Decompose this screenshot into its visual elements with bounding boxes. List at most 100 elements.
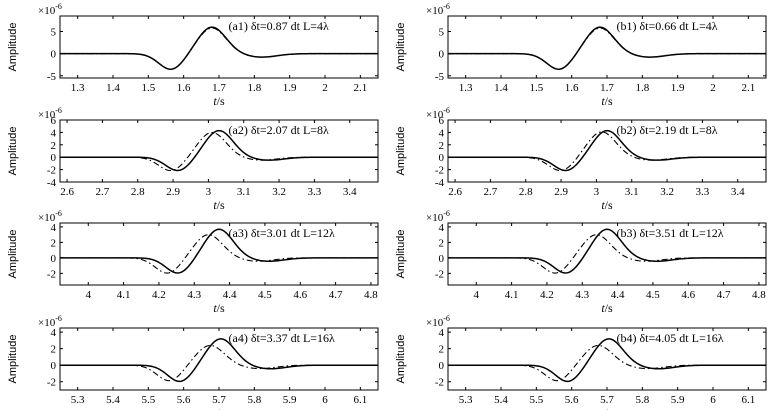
y-tick-label: 2 bbox=[51, 344, 57, 356]
series-solid-line bbox=[448, 129, 766, 172]
x-tick-label: 5.9 bbox=[283, 394, 297, 406]
series-solid-line bbox=[60, 338, 378, 383]
x-tick-label: 1.6 bbox=[177, 82, 191, 94]
y-axis-label: Amplitude bbox=[7, 23, 19, 72]
x-tick-label: 1.4 bbox=[494, 82, 508, 94]
y-axis-label: Amplitude bbox=[395, 127, 407, 176]
series-solid-line bbox=[60, 129, 378, 172]
x-tick-label: 5.3 bbox=[71, 394, 85, 406]
x-tick-label: 2.8 bbox=[519, 186, 533, 198]
y-tick-label: 5 bbox=[439, 27, 445, 39]
y-axis-label: Amplitude bbox=[395, 23, 407, 72]
x-tick-label: 3 bbox=[206, 186, 212, 198]
y-tick-label: -2 bbox=[435, 165, 444, 177]
x-tick-label: 4.4 bbox=[223, 289, 237, 301]
series-solid-line bbox=[60, 26, 378, 70]
x-tick-label: 6 bbox=[322, 394, 328, 406]
x-tick-label: 1.9 bbox=[671, 82, 685, 94]
y-tick-label: 6 bbox=[51, 115, 57, 127]
series-dash-dot-line bbox=[448, 131, 766, 172]
panel-annotation: (b4) δt=4.05 dt L=16λ bbox=[617, 331, 724, 345]
x-tick-label: 4.1 bbox=[117, 289, 131, 301]
x-tick-label: 2.9 bbox=[166, 186, 180, 198]
x-axis-label-unit: /s bbox=[605, 406, 613, 410]
y-tick-label: 4 bbox=[51, 127, 57, 139]
y-tick-label: -2 bbox=[435, 377, 444, 389]
x-tick-label: 2.1 bbox=[741, 82, 755, 94]
y-tick-label: 4 bbox=[439, 222, 445, 234]
y-tick-label: 4 bbox=[51, 222, 57, 234]
x-tick-label: 2.7 bbox=[484, 186, 498, 198]
y-tick-label: -5 bbox=[47, 71, 57, 83]
x-tick-label: 4.6 bbox=[293, 289, 307, 301]
x-tick-label: 1.9 bbox=[283, 82, 297, 94]
exponent-power: -6 bbox=[55, 314, 62, 323]
x-axis-label-unit: /s bbox=[605, 198, 613, 212]
x-tick-label: 3 bbox=[594, 186, 600, 198]
x-tick-label: 4.5 bbox=[258, 289, 272, 301]
x-tick-label: 1.5 bbox=[529, 82, 543, 94]
y-tick-label: -5 bbox=[435, 71, 445, 83]
x-axis-label: t/s bbox=[601, 406, 613, 410]
y-axis-label: Amplitude bbox=[395, 335, 407, 384]
y-tick-label: 5 bbox=[51, 27, 57, 39]
panel-annotation: (a1) δt=0.87 dt L=4λ bbox=[229, 19, 330, 33]
x-tick-label: 2.1 bbox=[353, 82, 367, 94]
x-axis-label-unit: /s bbox=[217, 198, 225, 212]
x-axis-label-var: t bbox=[601, 406, 605, 410]
y-tick-label: -2 bbox=[435, 268, 444, 280]
exponent-power: -6 bbox=[55, 209, 62, 218]
y-tick-label: -2 bbox=[47, 377, 56, 389]
y-tick-label: 0 bbox=[51, 253, 57, 265]
y-tick-label: 0 bbox=[51, 49, 57, 61]
x-axis-label-var: t bbox=[213, 301, 217, 315]
x-tick-label: 4.7 bbox=[329, 289, 343, 301]
y-tick-label: 2 bbox=[51, 237, 57, 249]
x-axis-label-unit: /s bbox=[605, 301, 613, 315]
x-tick-label: 3.4 bbox=[343, 186, 357, 198]
x-tick-label: 1.7 bbox=[212, 82, 226, 94]
x-tick-label: 1.6 bbox=[565, 82, 579, 94]
x-tick-label: 4.2 bbox=[540, 289, 554, 301]
exponent-power: -6 bbox=[443, 314, 450, 323]
x-axis-label: t/s bbox=[213, 94, 225, 108]
y-axis-label: Amplitude bbox=[7, 335, 19, 384]
x-tick-label: 5.3 bbox=[459, 394, 473, 406]
y-tick-label: 0 bbox=[439, 360, 445, 372]
exponent-power: -6 bbox=[443, 2, 450, 11]
x-tick-label: 2 bbox=[322, 82, 328, 94]
x-tick-label: 3.1 bbox=[237, 186, 251, 198]
x-tick-label: 2.7 bbox=[96, 186, 110, 198]
x-axis-label: t/s bbox=[213, 301, 225, 315]
y-tick-label: 0 bbox=[439, 152, 445, 164]
panel-annotation: (b2) δt=2.19 dt L=8λ bbox=[617, 123, 718, 137]
x-axis-label: t/s bbox=[601, 94, 613, 108]
x-axis-label-unit: /s bbox=[217, 301, 225, 315]
series-solid-line bbox=[448, 338, 766, 383]
y-tick-label: -4 bbox=[47, 177, 57, 189]
plot-frame bbox=[59, 119, 379, 183]
x-tick-label: 4.4 bbox=[611, 289, 625, 301]
x-tick-label: 6.1 bbox=[741, 394, 755, 406]
exponent-label: ×10-6 bbox=[426, 2, 450, 17]
panel-a1: ×10-6 Amplitude 1.3 1.4 1.5 1.6 1.7 1.8 1.9 2 2.1 -… bbox=[7, 2, 379, 108]
x-axis-label: t/s bbox=[213, 406, 225, 410]
y-axis-label: Amplitude bbox=[7, 230, 19, 279]
series-dash-dot-line bbox=[60, 234, 378, 274]
x-tick-label: 3.2 bbox=[660, 186, 674, 198]
panel-b1: ×10-6 Amplitude 1.3 1.4 1.5 1.6 1.7 1.8 1.9 2 2.1 -… bbox=[395, 2, 767, 108]
x-tick-label: 5.4 bbox=[106, 394, 120, 406]
series-dash-dot-line bbox=[448, 234, 766, 274]
x-axis-label-var: t bbox=[601, 198, 605, 212]
plot-frame bbox=[447, 15, 767, 79]
x-tick-label: 5.8 bbox=[635, 394, 649, 406]
x-tick-label: 3.3 bbox=[696, 186, 710, 198]
x-tick-label: 4.1 bbox=[505, 289, 519, 301]
y-tick-label: 0 bbox=[51, 360, 57, 372]
series-dash-dot-line bbox=[448, 344, 766, 382]
y-tick-label: 2 bbox=[51, 140, 57, 152]
